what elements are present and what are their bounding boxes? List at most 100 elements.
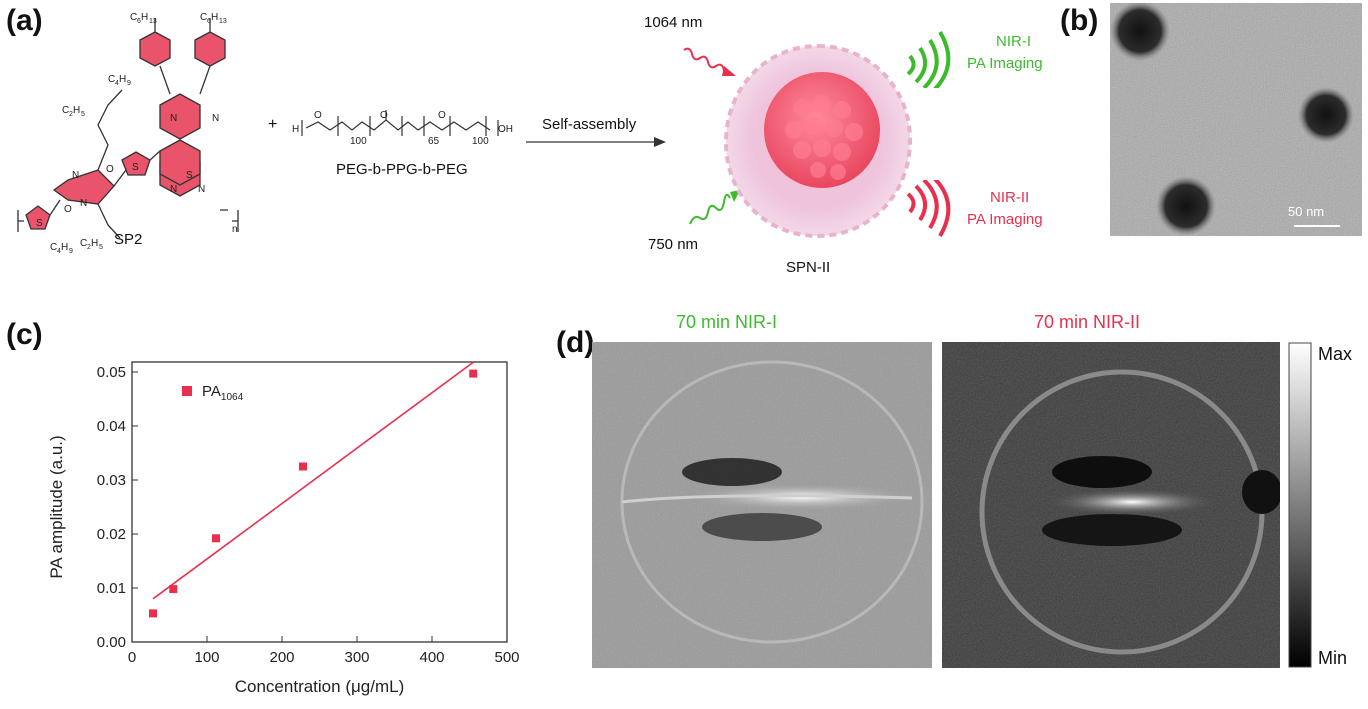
nir2-pa-image — [942, 342, 1280, 668]
self-assembly-arrow — [526, 137, 666, 147]
sp2-label: SP2 — [114, 231, 143, 248]
svg-text:2: 2 — [69, 111, 73, 118]
svg-text:H: H — [91, 238, 98, 249]
svg-text:N: N — [80, 198, 87, 209]
x-tick-label: 300 — [344, 649, 369, 666]
nir2-label-line2: PA Imaging — [967, 211, 1043, 228]
x-tick-label: 0 — [128, 649, 136, 666]
nir2-image-title: 70 min NIR-II — [1034, 312, 1141, 332]
panel-c-label: (c) — [6, 318, 43, 351]
data-point — [212, 534, 220, 543]
svg-text:2: 2 — [87, 244, 91, 251]
svg-text:H: H — [73, 105, 80, 116]
tem-scale-bar-label: 50 nm — [1288, 204, 1325, 219]
svg-text:OH: OH — [498, 124, 513, 135]
svg-text:n: n — [232, 224, 238, 235]
x-tick-label: 500 — [494, 649, 519, 666]
svg-text:5: 5 — [99, 244, 103, 251]
svg-text:5: 5 — [81, 111, 85, 118]
colorbar — [1288, 342, 1312, 668]
laser-1064-label: 1064 nm — [644, 14, 703, 31]
svg-text:C: C — [108, 74, 115, 85]
svg-text:C: C — [62, 105, 69, 116]
y-tick-label: 0.00 — [97, 634, 126, 651]
svg-text:S: S — [36, 218, 43, 229]
x-tick-label: 200 — [269, 649, 294, 666]
y-axis-title: PA amplitude (a.u.) — [47, 435, 66, 578]
laser-1064-wave-icon — [683, 47, 736, 76]
svg-text:6: 6 — [137, 18, 141, 25]
svg-text:H: H — [292, 124, 299, 135]
spn-ii-label: SPN-II — [786, 259, 831, 276]
peg-ppg-peg-structure: H O O O OH 100 65 100 — [292, 110, 513, 147]
svg-text:C: C — [80, 238, 87, 249]
data-point — [469, 369, 478, 378]
svg-text:6: 6 — [207, 18, 211, 25]
y-tick-label: 0.03 — [97, 472, 126, 489]
x-tick-label: 100 — [194, 649, 219, 666]
svg-text:H: H — [119, 74, 126, 85]
svg-text:N: N — [212, 113, 219, 124]
nir1-label-line1: NIR-I — [996, 33, 1031, 50]
svg-text:H: H — [141, 12, 148, 23]
svg-text:9: 9 — [127, 80, 131, 87]
svg-text:S: S — [132, 162, 139, 173]
svg-text:N: N — [72, 170, 79, 181]
y-tick-label: 0.01 — [97, 580, 126, 597]
x-tick-label: 400 — [419, 649, 444, 666]
nir1-pa-image — [592, 342, 932, 668]
colorbar-min-label: Min — [1318, 648, 1348, 668]
svg-text:N: N — [170, 184, 177, 195]
spn-ii-nanoparticle — [723, 43, 913, 239]
svg-text:O: O — [380, 110, 388, 121]
legend-label: PA1064 — [202, 383, 244, 403]
svg-text:O: O — [438, 110, 446, 121]
svg-text:O: O — [106, 164, 114, 175]
pa-amplitude-chart: 0 100 200 300 400 500 0.00 0.01 0.02 0.03 0.04 0.05… — [47, 361, 520, 696]
svg-text:9: 9 — [69, 248, 73, 255]
svg-text:H: H — [61, 242, 68, 253]
self-assembly-label: Self-assembly — [542, 116, 637, 133]
laser-750-label: 750 nm — [648, 236, 699, 253]
svg-text:H: H — [211, 12, 218, 23]
panel-a-label: (a) — [6, 4, 43, 37]
peg-sub-1: 100 — [350, 136, 367, 147]
y-tick-label: 0.02 — [97, 526, 126, 543]
panel-b-label: (b) — [1060, 4, 1099, 37]
y-tick-label: 0.05 — [97, 364, 126, 381]
nir1-emission-icon — [906, 30, 951, 88]
svg-text:S: S — [186, 170, 193, 181]
nir2-label-line1: NIR-II — [990, 189, 1030, 206]
svg-text:4: 4 — [57, 248, 61, 255]
plot-frame — [131, 361, 508, 643]
nir2-emission-icon — [906, 180, 951, 238]
copolymer-label: PEG-b-PPG-b-PEG — [336, 161, 468, 178]
svg-text:13: 13 — [149, 18, 157, 25]
svg-text:13: 13 — [219, 18, 227, 25]
svg-text:C: C — [200, 12, 207, 23]
data-point — [169, 585, 178, 594]
svg-text:O: O — [314, 110, 322, 121]
x-axis-title: Concentration (μg/mL) — [235, 677, 404, 696]
tem-image — [1110, 3, 1362, 236]
panel-d-label: (d) — [556, 326, 595, 359]
colorbar-max-label: Max — [1318, 344, 1353, 364]
svg-text:C: C — [50, 242, 57, 253]
peg-sub-3: 100 — [472, 136, 489, 147]
nir1-label-line2: PA Imaging — [967, 55, 1043, 72]
svg-text:N: N — [170, 113, 177, 124]
svg-text:4: 4 — [115, 80, 119, 87]
data-point — [149, 609, 157, 618]
svg-text:N: N — [198, 184, 205, 195]
fit-line — [152, 361, 474, 600]
nir1-image-title: 70 min NIR-I — [676, 312, 778, 332]
laser-750-wave-icon — [689, 190, 740, 225]
plus-sign: + — [268, 116, 278, 133]
legend-marker — [182, 386, 192, 396]
svg-text:O: O — [64, 204, 72, 215]
svg-text:C: C — [130, 12, 137, 23]
y-tick-label: 0.04 — [97, 418, 126, 435]
data-point — [299, 462, 307, 471]
peg-sub-2: 65 — [428, 136, 440, 147]
